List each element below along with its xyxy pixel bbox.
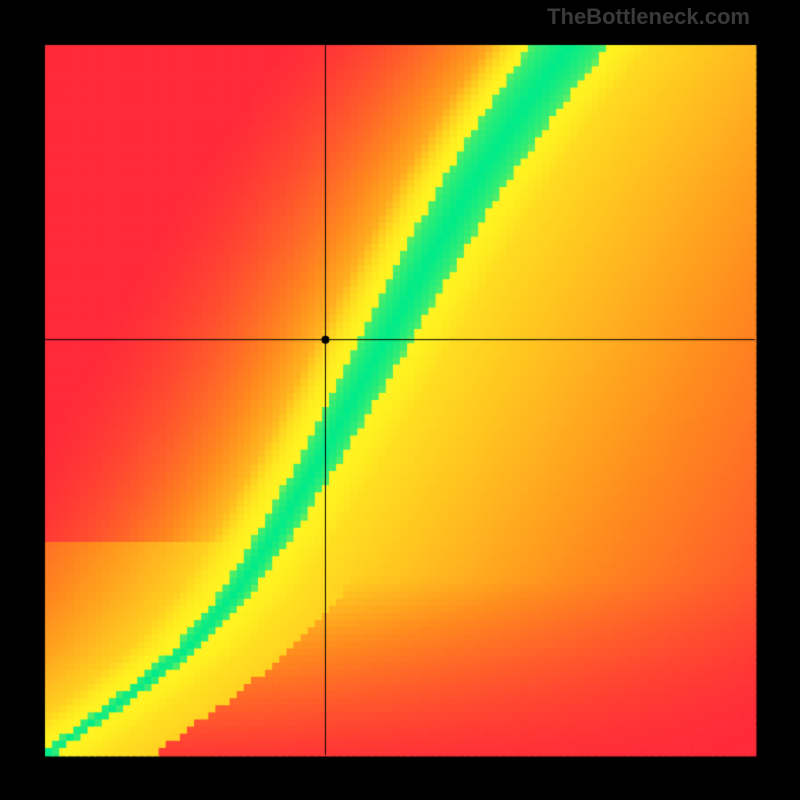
- heatmap-canvas: [0, 0, 800, 800]
- watermark-title: TheBottleneck.com: [547, 4, 750, 30]
- chart-container: TheBottleneck.com: [0, 0, 800, 800]
